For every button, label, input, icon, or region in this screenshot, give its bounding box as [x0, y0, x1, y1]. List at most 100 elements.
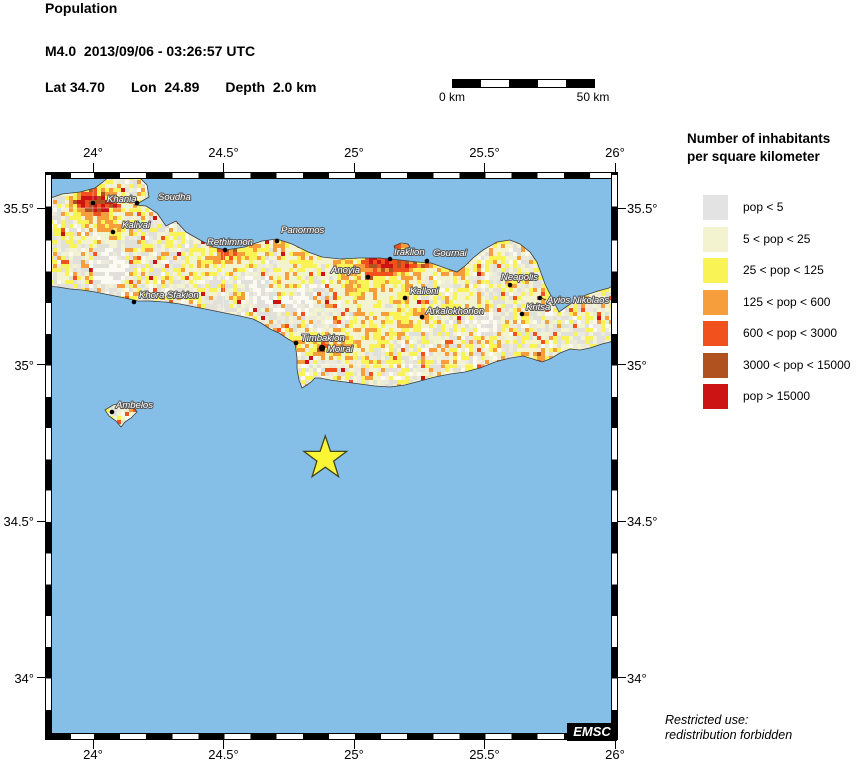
lat-axis-label-right: 35.5°	[627, 201, 658, 216]
lat-tick-right	[618, 364, 626, 365]
scale-segment	[537, 80, 566, 87]
town-label: Soudha	[158, 192, 191, 203]
restricted-line2: redistribution forbidden	[665, 728, 793, 742]
map-border-bottom	[45, 733, 618, 740]
town-dot	[109, 409, 115, 415]
lat-tick-right	[618, 207, 626, 209]
town-label: Timbakion	[301, 333, 345, 344]
town-dot	[507, 282, 513, 288]
lon-tick-top	[614, 163, 616, 172]
town-label: Neapolis	[501, 272, 538, 283]
town-dot	[419, 314, 425, 320]
lon-tick-top	[484, 163, 485, 172]
event-depth: Depth 2.0 km	[225, 79, 317, 95]
town-layer: Khania Soudha Kalivai Khora Sfakion Rethimno…	[90, 191, 610, 415]
legend-swatch	[703, 195, 728, 220]
lat-tick-left	[37, 677, 45, 678]
event-location-line: Lat 34.70 Lon 24.89 Depth 2.0 km	[45, 79, 342, 95]
town-dot	[222, 247, 228, 253]
lat-axis-label-left: 35°	[14, 357, 34, 373]
event-lat: Lat 34.70	[45, 79, 105, 95]
lat-axis-label-left: 34°	[14, 670, 34, 686]
town-label: Ayios Nikolaos	[546, 295, 609, 306]
town-dot	[318, 344, 326, 352]
restricted-use-note: Restricted use: redistribution forbidden	[665, 713, 792, 743]
legend-label: pop > 15000	[743, 389, 811, 403]
town-label: Moirai	[327, 344, 354, 355]
legend-swatch	[703, 258, 728, 283]
scale-end-label: 50 km	[576, 90, 610, 104]
lon-tick-top	[223, 163, 224, 172]
town-label: Panormos	[281, 225, 325, 236]
lat-tick-left	[37, 207, 45, 209]
legend-title: Number of inhabitants per square kilomet…	[687, 130, 862, 166]
lon-axis-label-bottom: 24.5°	[208, 747, 239, 761]
legend-swatch	[703, 226, 728, 252]
lon-axis-label-top: 24°	[83, 145, 103, 160]
town-label: Anoyia	[330, 265, 360, 276]
town-label: Ambelos	[115, 400, 153, 411]
legend-label: 125 < pop < 600	[743, 294, 831, 309]
town-label: Iraklion	[394, 247, 425, 258]
lat-tick-right	[618, 520, 626, 522]
town-dot	[537, 295, 543, 301]
town-label: Arkalokhorion	[425, 306, 484, 317]
town-label: Rethimnon	[207, 237, 253, 248]
lat-axis-label-left: 34.5°	[3, 514, 34, 529]
legend-title-line2: per square kilometer	[687, 149, 820, 164]
event-lon: Lon 24.89	[130, 79, 200, 95]
legend-swatch	[703, 384, 728, 409]
lon-axis-label-bottom: 24°	[83, 747, 103, 761]
scale-segment	[481, 80, 510, 87]
legend-label: pop < 5	[743, 200, 784, 214]
legend-label: 3000 < pop < 15000	[743, 357, 851, 372]
lat-tick-right	[618, 677, 626, 678]
map-canvas: Khania Soudha Kalivai Khora Sfakion Rethimno…	[45, 172, 618, 741]
lat-axis-label-left: 35.5°	[3, 201, 34, 216]
scale-start-label: 0 km	[438, 90, 465, 104]
town-label: Khora Sfakion	[139, 290, 199, 301]
town-dot	[387, 256, 393, 262]
legend-swatch	[703, 289, 728, 315]
lon-axis-label-top: 26°	[605, 145, 625, 160]
town-label: Kritsa	[526, 302, 550, 313]
lon-axis-label-bottom: 25.5°	[469, 747, 500, 761]
town-label: Kalivai	[122, 220, 151, 231]
legend-label: 5 < pop < 25	[743, 231, 811, 246]
epicenter-star	[301, 433, 349, 479]
legend-swatch	[703, 352, 728, 378]
lon-axis-label-bottom: 25°	[344, 747, 364, 761]
lat-tick-left	[37, 520, 45, 522]
legend-swatch	[703, 321, 728, 346]
lon-axis-label-top: 25°	[344, 145, 364, 160]
lon-axis-label-top: 24.5°	[208, 145, 239, 160]
town-label: Kalloni	[410, 286, 439, 297]
map-border-top	[45, 172, 618, 179]
lat-tick-left	[37, 364, 45, 365]
lat-axis-label-right: 35°	[627, 357, 647, 373]
town-dot	[365, 274, 371, 280]
event-magnitude-datetime: M4.0 2013/09/06 - 03:26:57 UTC	[45, 43, 256, 59]
lon-tick-top	[92, 163, 94, 172]
coastline	[393, 242, 411, 251]
scale-segment	[565, 80, 595, 87]
legend-title-line1: Number of inhabitants	[687, 131, 831, 146]
town-dot	[134, 200, 140, 206]
town-dot	[519, 311, 525, 317]
town-dot	[274, 238, 280, 244]
town-dot	[90, 200, 96, 206]
lat-axis-label-right: 34°	[627, 670, 647, 686]
legend: Number of inhabitants per square kilomet…	[687, 130, 862, 409]
scale-segment	[509, 80, 538, 87]
lon-tick-bottom	[92, 740, 94, 749]
scale-segment	[453, 80, 482, 87]
town-dot	[424, 258, 430, 264]
map-border-right	[611, 172, 618, 740]
lon-tick-top	[353, 163, 355, 172]
town-label: Khania	[107, 194, 137, 205]
lon-tick-bottom	[484, 740, 485, 749]
lon-tick-bottom	[353, 740, 355, 749]
lon-axis-label-bottom: 26°	[605, 747, 625, 761]
legend-label: 25 < pop < 125	[743, 263, 824, 277]
